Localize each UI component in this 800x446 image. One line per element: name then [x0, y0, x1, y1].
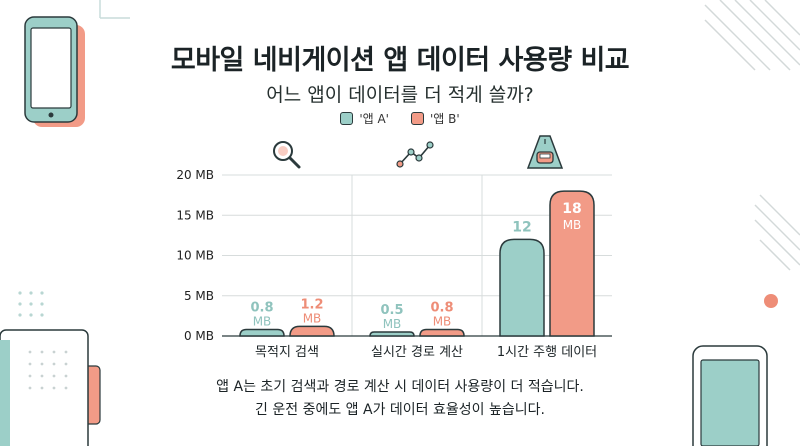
- y-tick-label: 10 MB: [176, 249, 214, 263]
- chart-title: 모바일 네비게이션 앱 데이터 사용량 비교: [170, 45, 630, 76]
- legend-swatch-app-b: [410, 112, 424, 125]
- summary-note-line-2: 긴 운전 중에도 앱 A가 데이터 효율성이 높습니다.: [255, 402, 545, 418]
- legend-item-app-b: '앱 B': [410, 110, 460, 127]
- legend-item-app-a: '앱 A': [340, 110, 389, 127]
- route-icon: [396, 141, 434, 168]
- search-icon: [273, 141, 301, 169]
- bar-app-a-1: [369, 331, 415, 337]
- legend: '앱 A' '앱 B': [0, 110, 800, 127]
- bar-app-a-0: [239, 328, 285, 337]
- y-tick-label: 5 MB: [184, 289, 214, 303]
- phone-illustration-bottom-right: [692, 345, 768, 446]
- data-unit-label: MB: [433, 315, 452, 329]
- data-value-label: 18: [562, 201, 581, 217]
- data-value-label: 0.8: [430, 301, 453, 316]
- notebook-illustration-bottom-left: [0, 329, 101, 446]
- bar-app-b-2: [549, 190, 595, 337]
- data-value-label: 0.5: [380, 303, 403, 318]
- legend-label-app-b: '앱 B': [429, 112, 460, 126]
- data-value-label: 12: [512, 219, 531, 235]
- phone-illustration-top-left: [24, 16, 85, 127]
- data-value-label: 0.8: [250, 301, 273, 316]
- data-unit-label: MB: [303, 311, 322, 325]
- coral-dot: [764, 294, 778, 308]
- dot-grid-left: [18, 291, 44, 317]
- y-tick-label: 20 MB: [176, 168, 214, 182]
- summary-note-line-1: 앱 A는 초기 검색과 경로 계산 시 데이터 사용량이 더 적습니다.: [216, 379, 584, 395]
- legend-swatch-app-a: [340, 112, 354, 125]
- x-category-label: 실시간 경로 계산: [371, 345, 463, 360]
- x-category-label: 목적지 검색: [255, 345, 319, 360]
- legend-label-app-a: '앱 A': [359, 112, 389, 126]
- data-unit-label: MB: [383, 317, 402, 331]
- hatched-circle-top-right: [704, 0, 800, 71]
- data-value-label: 1.2: [300, 297, 323, 312]
- chart-subtitle: 어느 앱이 데이터를 더 적게 쓸까?: [266, 84, 534, 106]
- y-tick-label: 15 MB: [176, 208, 214, 222]
- bar-app-a-2: [499, 238, 545, 337]
- x-category-label: 1시간 주행 데이터: [497, 344, 597, 360]
- bar-app-b-1: [419, 328, 465, 337]
- data-unit-label: MB: [253, 315, 272, 329]
- road-car-icon: [526, 135, 564, 169]
- data-unit-label: MB: [563, 218, 582, 232]
- bar-app-b-0: [289, 325, 335, 337]
- y-tick-label: 0 MB: [184, 329, 214, 343]
- hatched-circle-right: [754, 194, 800, 271]
